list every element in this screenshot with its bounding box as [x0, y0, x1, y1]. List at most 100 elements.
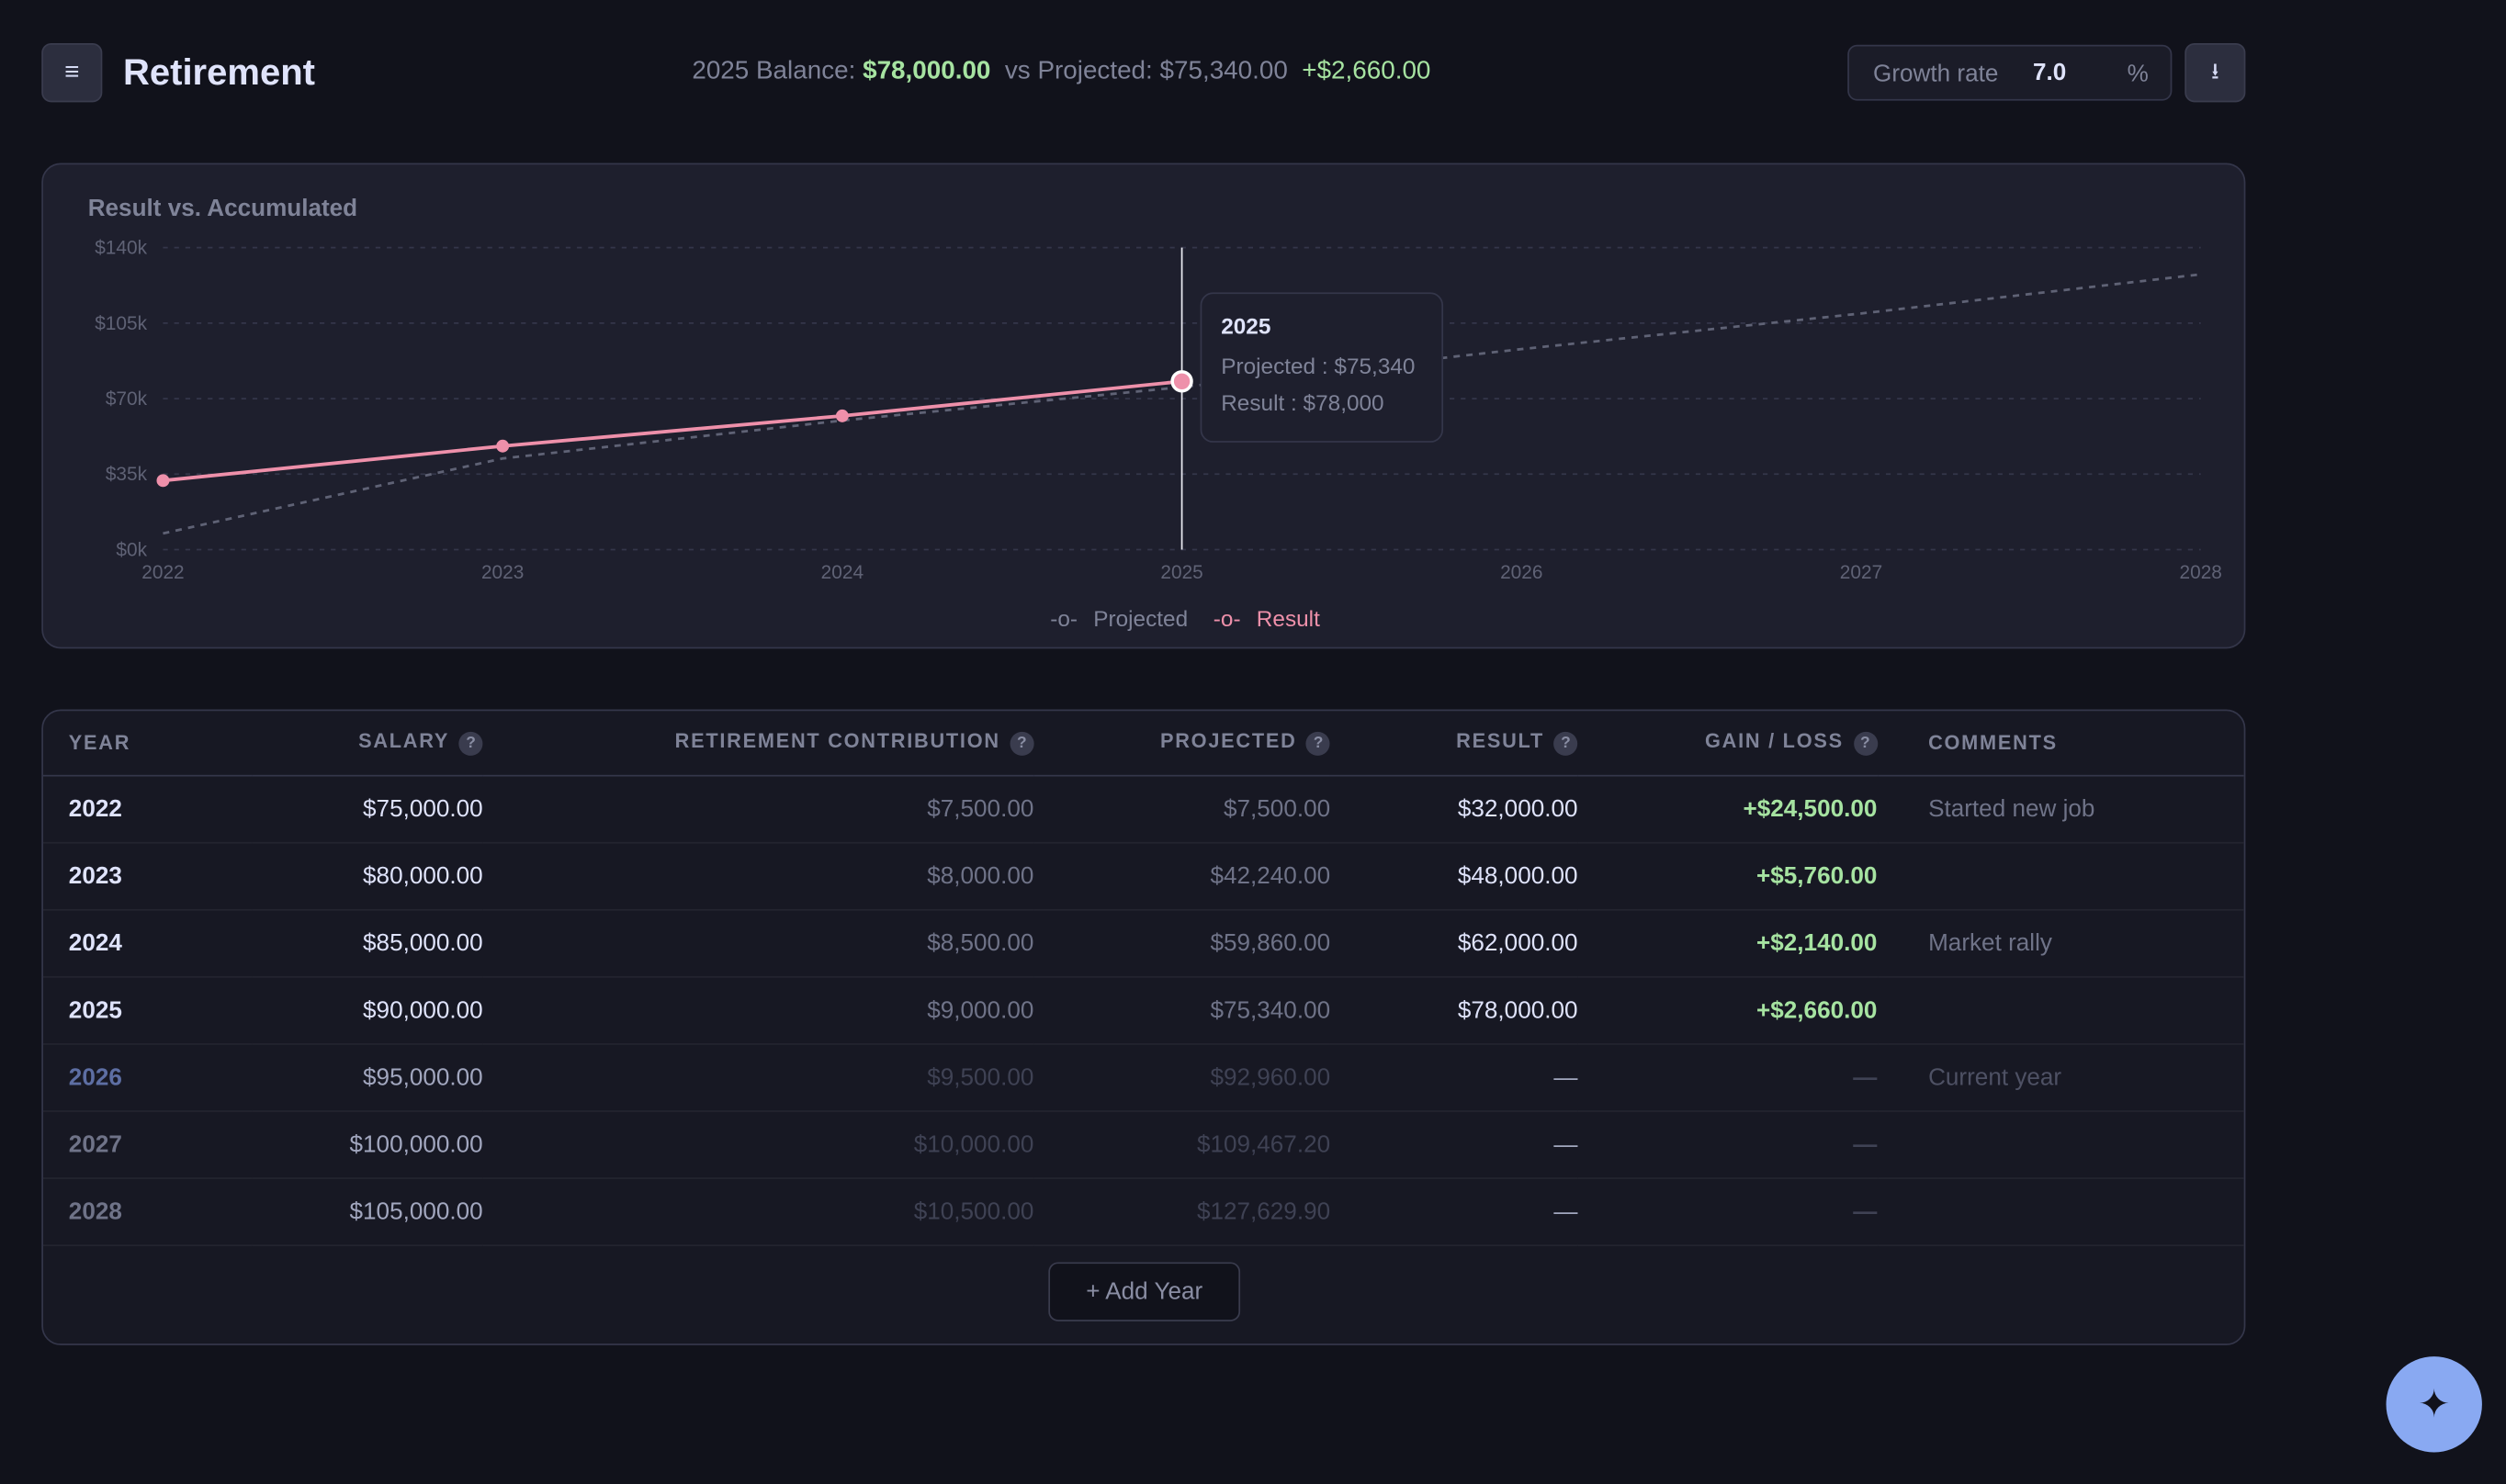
result-point — [156, 474, 170, 488]
table-row[interactable]: 2022 $75,000.00 $7,500.00 $7,500.00 $32,000.… — [42, 775, 2244, 844]
x-tick-label: 2028 — [2180, 562, 2222, 583]
cell-gain: +$5,760.00 — [1577, 842, 1878, 911]
table-row[interactable]: 2024 $85,000.00 $8,500.00 $59,860.00 $62,000… — [42, 909, 2244, 978]
cell-projected: $127,629.90 — [1033, 1178, 1331, 1247]
result-point — [835, 409, 849, 422]
growth-rate-input[interactable]: Growth rate 7.0 % — [1847, 44, 2173, 101]
download-button[interactable]: ⭳ — [2184, 42, 2246, 103]
tooltip-projected: Projected : $75,340 — [1221, 353, 1416, 379]
chart-legend: -o- Projected -o- Result — [43, 605, 2244, 631]
cell-result[interactable]: $48,000.00 — [1330, 842, 1578, 911]
cell-salary: $100,000.00 — [252, 1111, 483, 1179]
table-row[interactable]: 2023 $80,000.00 $8,000.00 $42,240.00 $48,000… — [42, 842, 2244, 911]
y-tick-label: $35k — [106, 464, 148, 485]
cell-comment[interactable] — [1877, 1111, 2244, 1179]
help-icon[interactable]: ? — [1306, 731, 1331, 756]
result-point — [496, 439, 510, 453]
result-point — [1170, 370, 1193, 393]
table-row[interactable]: 2027 $100,000.00 $10,000.00 $109,467.20— — — [42, 1111, 2244, 1179]
cell-comment[interactable]: Market rally — [1877, 909, 2244, 978]
x-tick-label: 2027 — [1840, 562, 1882, 583]
cell-contribution: $10,500.00 — [482, 1178, 1034, 1247]
y-tick-label: $105k — [95, 313, 147, 334]
y-tick-label: $70k — [106, 388, 148, 410]
cell-gain: +$24,500.00 — [1577, 775, 1878, 844]
cell-comment[interactable] — [1877, 842, 2244, 911]
cell-year: 2024 — [42, 909, 253, 978]
cell-year: 2028 — [42, 1178, 253, 1247]
difference-value: +$2,660.00 — [1302, 57, 1431, 85]
cell-comment[interactable] — [1877, 976, 2244, 1045]
chart-tooltip: 2025 Projected : $75,340 Result : $78,00… — [1200, 292, 1444, 443]
page-title: Retirement — [122, 51, 316, 93]
column-header-label: COMMENTS — [1928, 731, 2058, 755]
column-header: SALARY? — [252, 711, 483, 777]
cell-comment[interactable]: Current year — [1877, 1043, 2244, 1112]
retirement-table-card: YEAR SALARY? RETIREMENT CONTRIBUTION? PROJE… — [41, 709, 2246, 1345]
cell-projected: $59,860.00 — [1033, 909, 1331, 978]
legend-result-icon: -o- — [1213, 605, 1241, 632]
cell-result[interactable]: $32,000.00 — [1330, 775, 1578, 844]
cell-gain: — — [1577, 1178, 1878, 1247]
cell-salary: $75,000.00 — [252, 775, 483, 844]
balance-label: 2025 Balance: — [692, 57, 856, 85]
column-header: COMMENTS — [1877, 711, 2244, 777]
y-tick-label: $0k — [116, 539, 147, 560]
column-header: RETIREMENT CONTRIBUTION? — [482, 711, 1034, 777]
cell-salary: $85,000.00 — [252, 909, 483, 978]
cell-projected: $42,240.00 — [1033, 842, 1331, 911]
tooltip-year: 2025 — [1221, 313, 1271, 339]
legend-result[interactable]: -o- Result — [1209, 605, 1325, 631]
cell-comment[interactable] — [1877, 1178, 2244, 1247]
cell-year: 2027 — [42, 1111, 253, 1179]
tooltip-result: Result : $78,000 — [1221, 389, 1384, 416]
x-tick-label: 2025 — [1160, 562, 1202, 583]
add-year-button[interactable]: + Add Year — [1048, 1262, 1241, 1321]
table-row[interactable]: 2028 $105,000.00 $10,500.00 $127,629.90— — — [42, 1178, 2244, 1247]
cell-projected: $92,960.00 — [1033, 1043, 1331, 1112]
column-header-label: RESULT — [1456, 730, 1544, 754]
x-tick-label: 2022 — [141, 562, 184, 583]
balance-value: $78,000.00 — [863, 57, 991, 85]
x-tick-label: 2026 — [1500, 562, 1542, 583]
cell-result[interactable]: $78,000.00 — [1330, 976, 1578, 1045]
help-icon[interactable]: ? — [1553, 731, 1578, 756]
cell-projected: $75,340.00 — [1033, 976, 1331, 1045]
cell-result[interactable]: — — [1330, 1043, 1578, 1112]
percent-unit: % — [2127, 61, 2149, 88]
legend-projected[interactable]: -o- Projected — [1045, 605, 1192, 631]
column-header: GAIN / LOSS? — [1577, 711, 1878, 777]
help-icon[interactable]: ? — [1853, 731, 1878, 756]
cell-salary: $90,000.00 — [252, 976, 483, 1045]
cell-contribution: $8,000.00 — [482, 842, 1034, 911]
hamburger-icon: ≡ — [64, 58, 80, 86]
table-row[interactable]: 2026 $95,000.00 $9,500.00 $92,960.00— — Curre… — [42, 1043, 2244, 1112]
growth-rate-value[interactable]: 7.0 — [2033, 59, 2067, 86]
cell-gain: — — [1577, 1111, 1878, 1179]
column-header: YEAR — [42, 711, 253, 777]
help-icon[interactable]: ? — [458, 731, 483, 756]
cell-salary: $105,000.00 — [252, 1178, 483, 1247]
cell-salary: $95,000.00 — [252, 1043, 483, 1112]
cell-result[interactable]: — — [1330, 1178, 1578, 1247]
cell-contribution: $9,000.00 — [482, 976, 1034, 1045]
legend-result-label: Result — [1256, 605, 1320, 632]
balance-summary: 2025 Balance: $78,000.00 vs Projected: $… — [692, 58, 1430, 86]
result-line — [163, 379, 1182, 483]
column-header: RESULT? — [1330, 711, 1578, 777]
download-icon: ⭳ — [2211, 56, 2219, 83]
cell-comment[interactable]: Started new job — [1877, 775, 2244, 844]
menu-button[interactable]: ≡ — [41, 42, 103, 103]
y-tick-label: $140k — [95, 238, 147, 259]
help-icon[interactable]: ? — [1010, 731, 1034, 756]
assistant-button[interactable]: ✦ — [2386, 1356, 2482, 1453]
table-row[interactable]: 2025 $90,000.00 $9,000.00 $75,340.00 $78,000… — [42, 976, 2244, 1045]
column-header-label: RETIREMENT CONTRIBUTION — [674, 730, 1000, 754]
cell-result[interactable]: — — [1330, 1111, 1578, 1179]
cell-contribution: $9,500.00 — [482, 1043, 1034, 1112]
cell-result[interactable]: $62,000.00 — [1330, 909, 1578, 978]
cell-contribution: $8,500.00 — [482, 909, 1034, 978]
sparkle-icon: ✦ — [2418, 1382, 2451, 1426]
cell-contribution: $10,000.00 — [482, 1111, 1034, 1179]
